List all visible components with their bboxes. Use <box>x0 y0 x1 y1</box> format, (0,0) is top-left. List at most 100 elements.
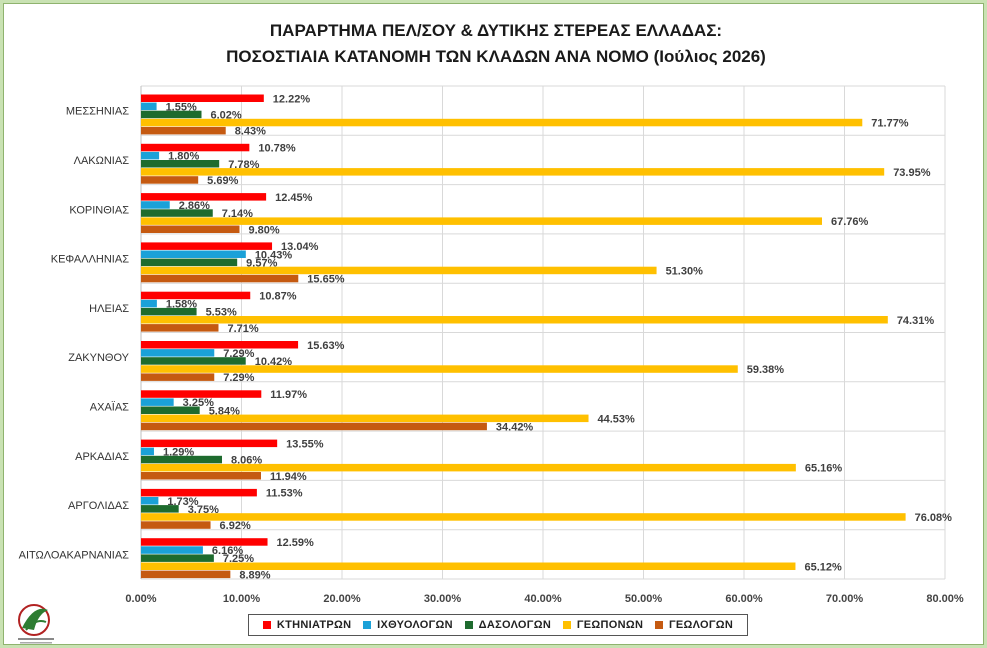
data-label: 76.08% <box>915 512 953 524</box>
bar <box>141 143 250 152</box>
legend-item: ΚΤΗΝΙΑΤΡΩΝ <box>262 619 352 631</box>
bar <box>141 390 262 398</box>
data-label: 9.80% <box>248 224 279 236</box>
chart-frame: ΠΑΡΑΡΤΗΜΑ ΠΕΛ/ΣΟΥ & ΔΥΤΙΚΗΣ ΣΤΕΡΕΑΣ ΕΛΛΑ… <box>3 3 984 645</box>
legend-item: ΔΑΣΟΛΟΓΩΝ <box>464 619 552 631</box>
data-label: 15.63% <box>307 340 345 352</box>
data-label: 1.80% <box>168 151 199 163</box>
legend-label: ΔΑΣΟΛΟΓΩΝ <box>478 619 552 631</box>
x-tick-label: 40.00% <box>524 593 562 605</box>
bar <box>141 242 273 250</box>
bar <box>141 463 796 472</box>
bar <box>141 422 487 431</box>
bar <box>141 570 231 579</box>
data-label: 7.29% <box>223 372 254 384</box>
bar <box>141 505 179 513</box>
data-label: 1.58% <box>166 299 197 311</box>
data-label: 5.84% <box>209 405 240 417</box>
data-label: 7.71% <box>227 323 258 335</box>
data-label: 6.92% <box>220 520 251 532</box>
bar <box>141 472 261 480</box>
legend-swatch <box>562 621 571 629</box>
x-tick-label: 50.00% <box>625 593 663 605</box>
category-label: ΛΑΚΩΝΙΑΣ <box>74 155 130 167</box>
bar <box>141 274 299 283</box>
data-label: 5.53% <box>206 307 237 319</box>
legend-label: ΓΕΩΠΟΝΩΝ <box>576 619 644 631</box>
category-label: ΑΙΤΩΛΟΑΚΑΡΝΑΝΙΑΣ <box>19 549 130 561</box>
legend-swatch <box>262 621 271 629</box>
data-label: 51.30% <box>666 265 704 277</box>
bar <box>141 110 202 119</box>
bar <box>141 324 219 332</box>
bar <box>141 365 738 373</box>
data-label: 13.55% <box>286 438 324 450</box>
labels-layer: 0.00% 10.00% 20.00% 30.00% 40.00% 50.00% 60.00… <box>19 93 964 605</box>
bar <box>141 341 299 349</box>
data-label: 44.53% <box>598 413 636 425</box>
bar <box>141 126 226 135</box>
data-label: 12.45% <box>275 192 313 204</box>
category-label: ΗΛΕΙΑΣ <box>89 303 129 315</box>
x-tick-label: 80.00% <box>926 593 964 605</box>
bar <box>141 513 906 521</box>
bar <box>141 439 278 448</box>
bar <box>141 398 174 406</box>
category-label: ΑΡΚΑΔΙΑΣ <box>75 451 129 463</box>
x-tick-label: 10.00% <box>223 593 261 605</box>
x-tick-label: 0.00% <box>125 593 156 605</box>
chart-svg: ΠΑΡΑΡΤΗΜΑ ΠΕΛ/ΣΟΥ & ΔΥΤΙΚΗΣ ΣΤΕΡΕΑΣ ΕΛΛΑ… <box>19 21 964 605</box>
bar <box>141 160 220 168</box>
category-label: ΚΕΦΑΛΛΗΝΙΑΣ <box>51 254 129 266</box>
data-label: 11.97% <box>270 389 307 401</box>
grid-layer <box>140 85 946 580</box>
data-label: 6.02% <box>211 109 242 121</box>
legend-swatch <box>464 621 473 629</box>
data-label: 1.29% <box>163 446 194 458</box>
bar <box>141 546 203 554</box>
data-label: 71.77% <box>871 118 909 130</box>
data-label: 7.14% <box>222 208 253 220</box>
data-label: 59.38% <box>747 364 785 376</box>
bar <box>141 266 657 275</box>
data-label: 34.42% <box>496 421 534 433</box>
bar <box>141 562 796 570</box>
data-label: 65.12% <box>804 561 842 573</box>
data-label: 2.86% <box>179 200 210 212</box>
bar <box>141 258 238 267</box>
x-tick-label: 20.00% <box>323 593 361 605</box>
chart-title-line-1: ΠΑΡΑΡΤΗΜΑ ΠΕΛ/ΣΟΥ & ΔΥΤΙΚΗΣ ΣΤΕΡΕΑΣ ΕΛΛΑ… <box>270 21 722 40</box>
data-label: 9.57% <box>246 257 277 269</box>
legend-swatch <box>654 621 663 629</box>
chart-title-line-2: ΠΟΣΟΣΤΙΑΙΑ ΚΑΤΑΝΟΜΗ ΤΩΝ ΚΛΑΔΩΝ ΑΝΑ ΝΟΜΟ … <box>226 47 766 66</box>
legend-label: ΚΤΗΝΙΑΤΡΩΝ <box>276 619 352 631</box>
bar <box>141 291 251 300</box>
data-label: 7.78% <box>228 159 259 171</box>
data-label: 6.16% <box>212 545 243 557</box>
category-label: ΑΧΑΪΑΣ <box>90 401 129 413</box>
data-label: 10.43% <box>255 249 293 261</box>
data-label: 1.55% <box>166 101 197 113</box>
data-label: 11.53% <box>266 488 303 500</box>
bar <box>141 307 197 316</box>
data-label: 10.78% <box>258 143 296 155</box>
bar <box>141 521 211 529</box>
bars-layer <box>141 94 906 579</box>
x-tick-label: 60.00% <box>725 593 763 605</box>
bar <box>141 299 157 308</box>
data-label: 67.76% <box>831 216 869 228</box>
bar <box>141 201 170 209</box>
data-label: 1.73% <box>167 496 198 508</box>
bar <box>141 488 257 497</box>
bar <box>141 406 200 414</box>
bar <box>141 168 885 176</box>
bar <box>141 217 822 225</box>
data-label: 7.29% <box>223 348 254 360</box>
bar <box>141 349 215 357</box>
data-label: 3.75% <box>188 504 219 516</box>
data-label: 15.65% <box>307 274 345 286</box>
legend-item: ΓΕΩΛΟΓΩΝ <box>654 619 733 631</box>
data-label: 3.25% <box>183 397 214 409</box>
bar <box>141 554 214 562</box>
bar <box>141 176 199 184</box>
